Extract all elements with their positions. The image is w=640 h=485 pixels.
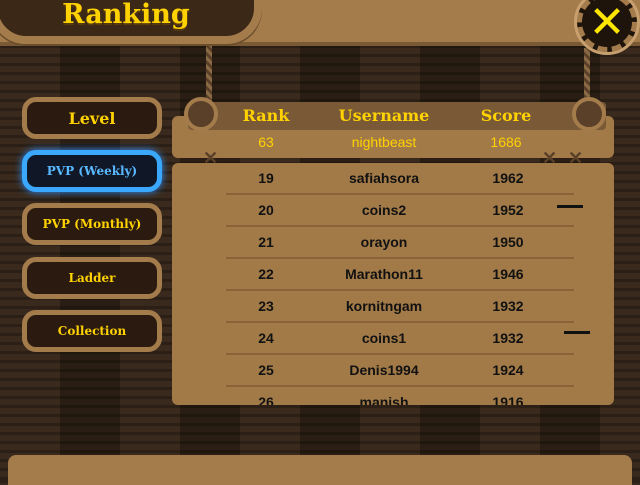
my-rank: 63 [258,134,274,150]
page-title: Ranking [62,0,190,30]
nav-button-label: Collection [57,324,127,338]
row-divider [226,385,574,387]
table-row[interactable]: 22 Marathon11 1946 [172,259,614,291]
cell-score: 1932 [492,330,524,346]
row-divider [226,289,574,291]
nav-button-level[interactable]: Level [22,97,162,139]
ranking-list[interactable]: 19 safiahsora 1962 20 coins2 1952 21 orayon 1950… [172,163,614,405]
cell-rank: 26 [258,394,274,405]
table-row[interactable]: 25 Denis1994 1924 [172,355,614,387]
table-row[interactable]: 23 kornitngam 1932 [172,291,614,323]
cell-username: manish [359,394,409,405]
cell-username: safiahsora [348,170,420,186]
row-divider [226,353,574,355]
table-row[interactable]: 26 manish 1916 [172,387,614,405]
knob [184,97,218,131]
nav-button-label: Ladder [68,271,116,285]
stitch-icon: ✕ [568,148,584,168]
knob [572,97,606,131]
rope [206,40,212,102]
cell-username: coins2 [361,202,407,218]
cell-rank: 23 [258,298,274,314]
nav-button-label: PVP (Monthly) [42,217,142,231]
cell-score: 1952 [492,202,524,218]
rope [584,48,590,102]
cell-rank: 21 [258,234,274,250]
table-row[interactable]: 20 coins2 1952 [172,195,614,227]
table-row[interactable]: 21 orayon 1950 [172,227,614,259]
cell-username: Marathon11 [345,266,423,282]
my-username: nightbeast [351,134,417,150]
nav-button-label: PVP (Weekly) [46,164,138,178]
row-divider [226,225,574,227]
cell-rank: 19 [258,170,274,186]
cell-score: 1950 [492,234,524,250]
nail-icon [557,205,583,208]
cell-username: kornitngam [345,298,423,314]
cell-score: 1932 [492,298,524,314]
my-score: 1686 [490,134,522,150]
nav-button-collection[interactable]: Collection [22,310,162,352]
row-divider [226,321,574,323]
nav-button-pvp-weekly[interactable]: PVP (Weekly) [22,150,162,192]
nail-icon [564,331,590,334]
row-divider [226,257,574,259]
nav-button-pvp-monthly[interactable]: PVP (Monthly) [22,203,162,245]
header-score: Score [480,106,532,125]
cell-score: 1946 [492,266,524,282]
table-row[interactable]: 24 coins1 1932 [172,323,614,355]
row-divider [226,193,574,195]
title-plaque: Ranking [0,0,262,44]
close-button[interactable]: ✕ [574,0,640,55]
table-row[interactable]: 19 safiahsora 1962 [172,163,614,195]
cell-score: 1916 [492,394,524,405]
table-header: Rank Username Score [188,102,606,130]
cell-score: 1924 [492,362,524,378]
cell-rank: 22 [258,266,274,282]
stitch-icon: ✕ [203,148,219,168]
cell-rank: 24 [258,330,274,346]
nav-button-ladder[interactable]: Ladder [22,257,162,299]
cell-username: Denis1994 [349,362,419,378]
cell-rank: 25 [258,362,274,378]
nav-button-label: Level [68,108,116,128]
bottom-bar [8,455,632,485]
cell-username: orayon [360,234,408,250]
stitch-icon: ✕ [542,148,558,168]
cell-rank: 20 [258,202,274,218]
header-username: Username [338,106,430,125]
cell-username: coins1 [361,330,407,346]
cell-score: 1962 [492,170,524,186]
close-icon: ✕ [588,0,626,48]
header-rank: Rank [242,106,290,125]
